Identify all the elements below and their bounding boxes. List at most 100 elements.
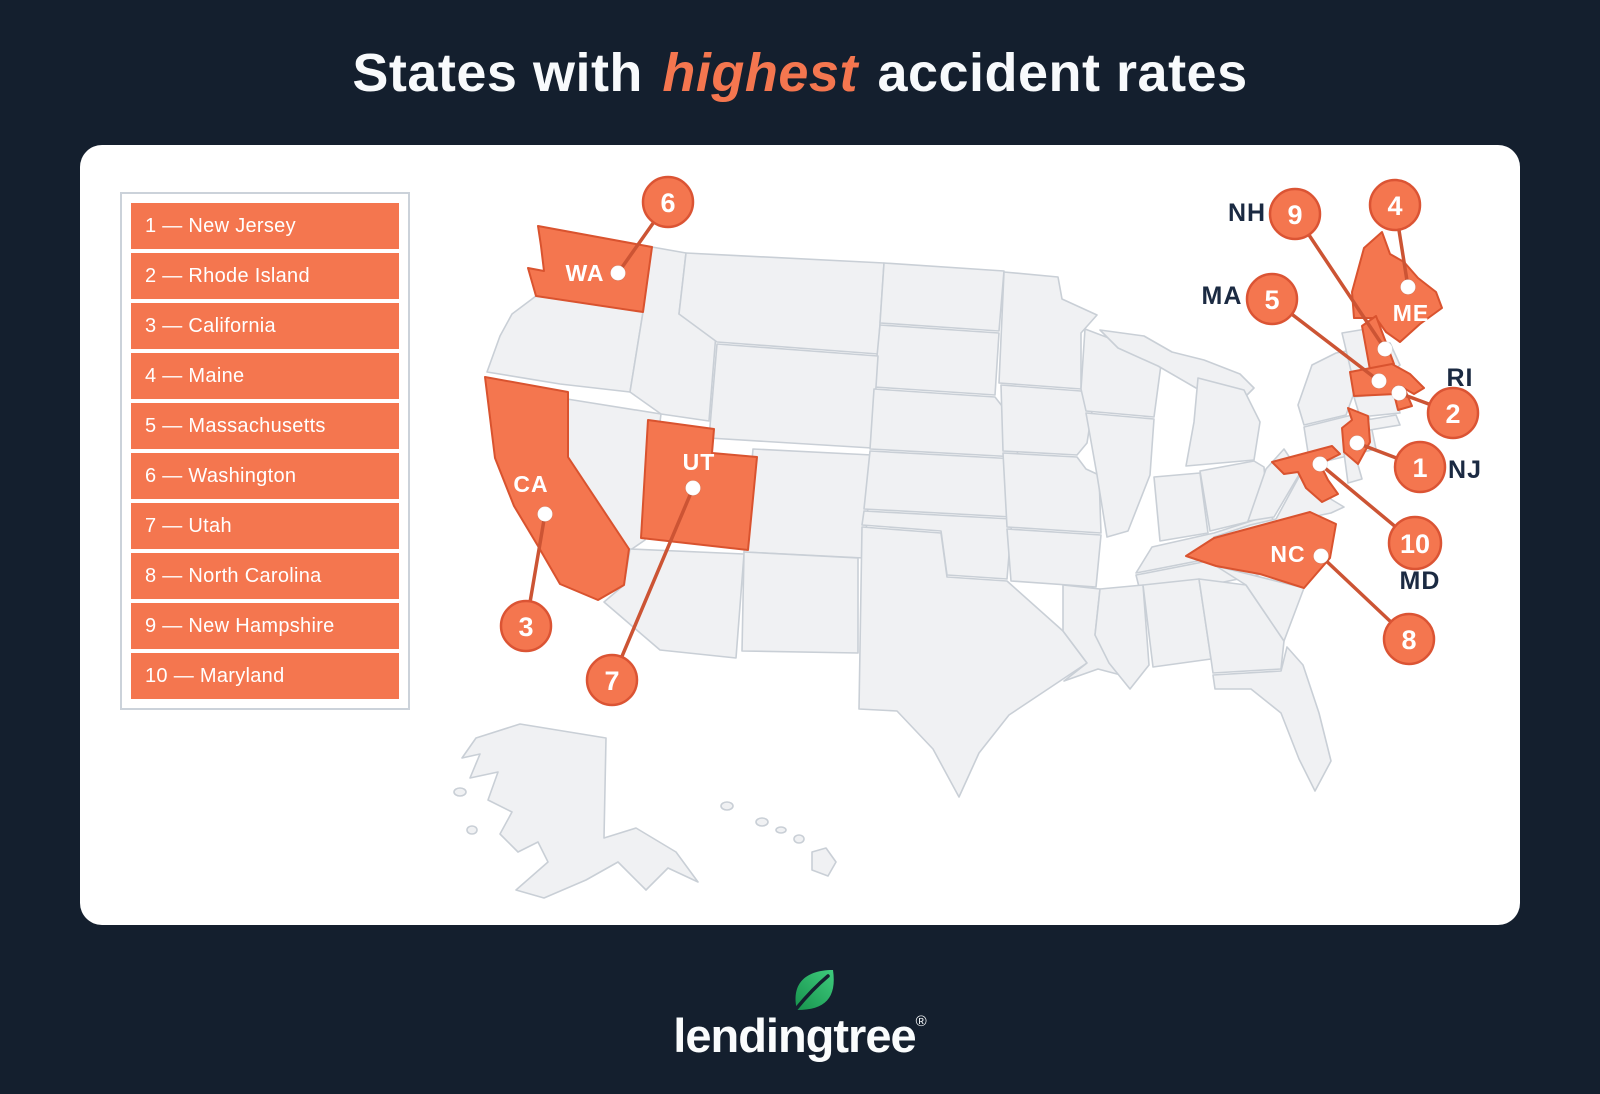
svg-text:6: 6 bbox=[660, 188, 675, 218]
leader-line-9-nh bbox=[1293, 212, 1387, 351]
badge-5: 5 bbox=[1245, 272, 1299, 326]
highlighted-states bbox=[484, 225, 1443, 601]
state-ak-island-2 bbox=[466, 825, 478, 835]
state-in bbox=[1153, 472, 1209, 542]
title-prefix: States with bbox=[352, 43, 659, 103]
badge-7: 7 bbox=[585, 653, 639, 707]
label-md: MD bbox=[1400, 567, 1441, 595]
state-ks bbox=[863, 450, 1018, 518]
svg-text:1: 1 bbox=[1412, 453, 1427, 483]
badge-8: 8 bbox=[1382, 612, 1436, 666]
badge-3: 3 bbox=[499, 599, 553, 653]
badge-6: 6 bbox=[641, 175, 695, 229]
label-nh: NH bbox=[1228, 199, 1266, 227]
badge-4: 4 bbox=[1368, 178, 1422, 232]
marker-dot-wa bbox=[610, 265, 626, 281]
marker-dot-me bbox=[1400, 279, 1416, 295]
marker-dot-ri bbox=[1391, 385, 1407, 401]
label-ca: CA bbox=[513, 471, 548, 497]
legend-item-10: 10 — Maryland bbox=[131, 653, 399, 699]
legend-item-1: 1 — New Jersey bbox=[131, 203, 399, 249]
state-ms bbox=[1094, 584, 1150, 690]
state-hi-island-1 bbox=[720, 801, 734, 811]
legend-item-3: 3 — California bbox=[131, 303, 399, 349]
legend-item-8: 8 — North Carolina bbox=[131, 553, 399, 599]
state-fl bbox=[1212, 646, 1332, 792]
leader-line-7-ut bbox=[610, 486, 695, 682]
state-wy bbox=[708, 343, 879, 449]
svg-text:3: 3 bbox=[518, 612, 533, 642]
map-card: WA CA UT ME NC NH MA RI NJ MD 6 bbox=[80, 145, 1520, 925]
label-me: ME bbox=[1393, 300, 1430, 326]
state-hi-big-island bbox=[811, 847, 837, 877]
svg-text:2: 2 bbox=[1445, 399, 1460, 429]
footer: lendingtree® bbox=[0, 966, 1600, 1063]
marker-dot-ca bbox=[537, 506, 553, 522]
state-il bbox=[1085, 412, 1155, 538]
svg-text:7: 7 bbox=[604, 666, 619, 696]
state-ne bbox=[869, 388, 1023, 458]
marker-dot-nh bbox=[1377, 341, 1393, 357]
state-hi-island-4 bbox=[793, 834, 805, 844]
state-sc bbox=[1215, 565, 1305, 642]
label-wa: WA bbox=[565, 260, 604, 286]
title-suffix: accident rates bbox=[861, 43, 1248, 103]
label-nc: NC bbox=[1270, 541, 1305, 567]
legend-item-9: 9 — New Hampshire bbox=[131, 603, 399, 649]
label-ut: UT bbox=[683, 449, 716, 475]
state-nc bbox=[1185, 511, 1337, 589]
state-ia bbox=[1000, 384, 1094, 456]
svg-text:9: 9 bbox=[1287, 200, 1302, 230]
title-highlight: highest bbox=[662, 43, 858, 103]
legend-item-6: 6 — Washington bbox=[131, 453, 399, 499]
state-nm bbox=[741, 551, 859, 654]
page-title: States with highest accident rates bbox=[0, 42, 1600, 104]
state-me bbox=[1351, 231, 1443, 343]
state-mi-lower bbox=[1185, 377, 1261, 467]
badge-9: 9 bbox=[1268, 187, 1322, 241]
state-ar bbox=[1006, 528, 1102, 588]
state-hi-island-3 bbox=[775, 826, 787, 834]
lendingtree-logo: lendingtree® bbox=[673, 966, 927, 1063]
leaf-icon bbox=[794, 970, 835, 1011]
state-or bbox=[486, 295, 644, 393]
us-map: WA CA UT ME NC NH MA RI NJ MD 6 bbox=[453, 175, 1482, 899]
state-wa bbox=[527, 225, 653, 313]
marker-dot-nc bbox=[1313, 548, 1329, 564]
state-mt bbox=[678, 252, 885, 355]
badge-2: 2 bbox=[1426, 386, 1480, 440]
state-ca bbox=[484, 376, 630, 601]
marker-dot-ma bbox=[1371, 373, 1387, 389]
state-sd bbox=[873, 324, 1000, 396]
svg-text:8: 8 bbox=[1401, 625, 1416, 655]
legend-item-4: 4 — Maine bbox=[131, 353, 399, 399]
svg-text:4: 4 bbox=[1387, 191, 1402, 221]
logo-text: lendingtree® bbox=[673, 1009, 927, 1062]
state-mo bbox=[1002, 452, 1102, 534]
registered-trademark: ® bbox=[915, 1013, 927, 1030]
legend: 1 — New Jersey 2 — Rhode Island 3 — Cali… bbox=[120, 192, 410, 710]
state-co bbox=[743, 448, 873, 559]
state-mn bbox=[998, 271, 1098, 390]
label-nj: NJ bbox=[1448, 456, 1482, 484]
legend-item-7: 7 — Utah bbox=[131, 503, 399, 549]
svg-text:10: 10 bbox=[1400, 529, 1430, 559]
state-ak-island bbox=[453, 787, 467, 797]
rank-badges: 6 3 7 4 9 bbox=[499, 175, 1480, 707]
state-ak bbox=[461, 723, 699, 899]
badge-1: 1 bbox=[1393, 440, 1447, 494]
svg-text:5: 5 bbox=[1264, 285, 1279, 315]
legend-item-5: 5 — Massachusetts bbox=[131, 403, 399, 449]
marker-dot-ut bbox=[685, 480, 701, 496]
map-state-labels: WA CA UT ME NC bbox=[513, 260, 1430, 567]
marker-dot-md bbox=[1312, 456, 1328, 472]
marker-dot-nj bbox=[1349, 435, 1365, 451]
state-tx bbox=[858, 526, 1088, 798]
legend-item-2: 2 — Rhode Island bbox=[131, 253, 399, 299]
state-nd bbox=[879, 262, 1005, 332]
badge-10: 10 bbox=[1387, 515, 1443, 571]
state-hi-island-2 bbox=[755, 817, 769, 827]
marker-dots bbox=[537, 265, 1416, 564]
label-ma: MA bbox=[1202, 282, 1243, 310]
map-callout-labels: NH MA RI NJ MD bbox=[1202, 199, 1482, 595]
